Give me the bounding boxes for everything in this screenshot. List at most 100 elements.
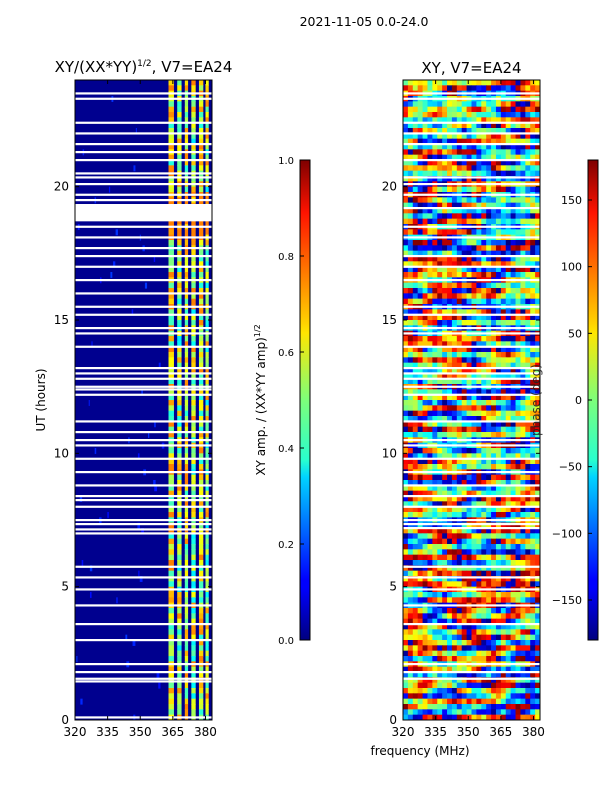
- phase-cell: [476, 368, 482, 374]
- phase-cell: [476, 85, 482, 92]
- phase-cell: [417, 282, 424, 289]
- phase-cell: [535, 570, 540, 577]
- phase-cell: [486, 426, 492, 433]
- phase-cell: [417, 352, 424, 358]
- phase-cell: [510, 186, 517, 193]
- amp-cell: [177, 597, 182, 604]
- phase-cell: [403, 165, 409, 172]
- phase-cell: [432, 133, 438, 140]
- phase-cell: [520, 688, 526, 694]
- phase-cell: [451, 448, 458, 454]
- phase-cell: [500, 656, 507, 662]
- phase-cell: [427, 101, 433, 108]
- phase-cell: [510, 666, 517, 673]
- phase-cell: [495, 544, 502, 550]
- phase-cell: [427, 266, 433, 273]
- phase-cell: [495, 538, 502, 545]
- phase-cell: [437, 581, 443, 588]
- phase-cell: [422, 549, 429, 556]
- phase-cell: [461, 405, 468, 412]
- phase-cell: [515, 138, 522, 145]
- amp-cell: [184, 682, 189, 689]
- phase-cell: [505, 165, 512, 172]
- phase-cell: [476, 704, 482, 710]
- amp-cell: [177, 704, 182, 710]
- phase-cell: [495, 554, 502, 561]
- phase-cell: [432, 709, 438, 716]
- phase-cell: [530, 320, 536, 326]
- phase-cell: [486, 128, 492, 134]
- phase-cell: [515, 368, 522, 374]
- amp-cell: [168, 464, 174, 470]
- phase-cell: [520, 245, 526, 252]
- phase-cell: [461, 709, 468, 716]
- phase-cell: [447, 378, 453, 385]
- amp-cell: [168, 128, 174, 134]
- phase-cell: [471, 314, 477, 321]
- phase-cell: [466, 85, 473, 92]
- phase-cell: [427, 218, 433, 225]
- phase-cell: [451, 320, 458, 326]
- phase-cell: [437, 261, 443, 268]
- phase-cell: [476, 426, 482, 433]
- phase-cell: [417, 138, 424, 145]
- phase-cell: [525, 490, 531, 497]
- phase-cell: [427, 282, 433, 289]
- phase-cell: [481, 597, 487, 604]
- phase-cell: [466, 709, 473, 716]
- amp-cell: [205, 80, 209, 86]
- phase-cell: [500, 154, 507, 161]
- phase-cell: [422, 485, 429, 492]
- phase-cell: [412, 341, 419, 348]
- phase-cell: [432, 293, 438, 300]
- amp-cell: [168, 112, 174, 118]
- phase-cell: [461, 464, 468, 470]
- phase-cell: [466, 357, 473, 364]
- amp-cell: [177, 581, 182, 588]
- phase-cell: [447, 576, 453, 582]
- phase-cell: [466, 629, 473, 636]
- phase-cell: [481, 618, 487, 625]
- phase-cell: [417, 197, 424, 204]
- phase-cell: [530, 565, 536, 572]
- phase-cell: [486, 501, 492, 508]
- phase-cell: [417, 160, 424, 166]
- phase-cell: [412, 576, 419, 582]
- amp-cell: [205, 368, 209, 374]
- phase-cell: [447, 501, 453, 508]
- amp-cell: [205, 512, 209, 518]
- phase-cell: [515, 106, 522, 113]
- phase-cell: [437, 176, 443, 182]
- phase-cell: [447, 672, 453, 678]
- phase-cell: [432, 522, 438, 529]
- phase-cell: [471, 160, 477, 166]
- phase-cell: [451, 362, 458, 369]
- phase-cell: [412, 554, 419, 561]
- phase-cell: [520, 613, 526, 620]
- phase-cell: [447, 410, 453, 417]
- phase-cell: [520, 213, 526, 220]
- phase-cell: [407, 144, 414, 150]
- phase-cell: [427, 672, 433, 678]
- amp-cell: [184, 256, 189, 262]
- phase-cell: [451, 416, 458, 422]
- phase-cell: [456, 474, 463, 481]
- phase-cell: [466, 378, 473, 385]
- phase-cell: [466, 149, 473, 156]
- phase-cell: [491, 245, 497, 252]
- phase-cell: [510, 693, 517, 700]
- phase-cell: [476, 474, 482, 481]
- phase-cell: [481, 272, 487, 278]
- phase-cell: [456, 266, 463, 273]
- phase-cell: [481, 362, 487, 369]
- right-cbar-tick-label: −100: [552, 527, 582, 540]
- amp-cell: [205, 549, 209, 556]
- amp-cell: [191, 650, 196, 657]
- phase-cell: [417, 421, 424, 428]
- phase-cell: [486, 528, 492, 534]
- phase-cell: [461, 522, 468, 529]
- phase-cell: [481, 650, 487, 657]
- phase-cell: [432, 426, 438, 433]
- phase-cell: [515, 421, 522, 428]
- phase-cell: [525, 362, 531, 369]
